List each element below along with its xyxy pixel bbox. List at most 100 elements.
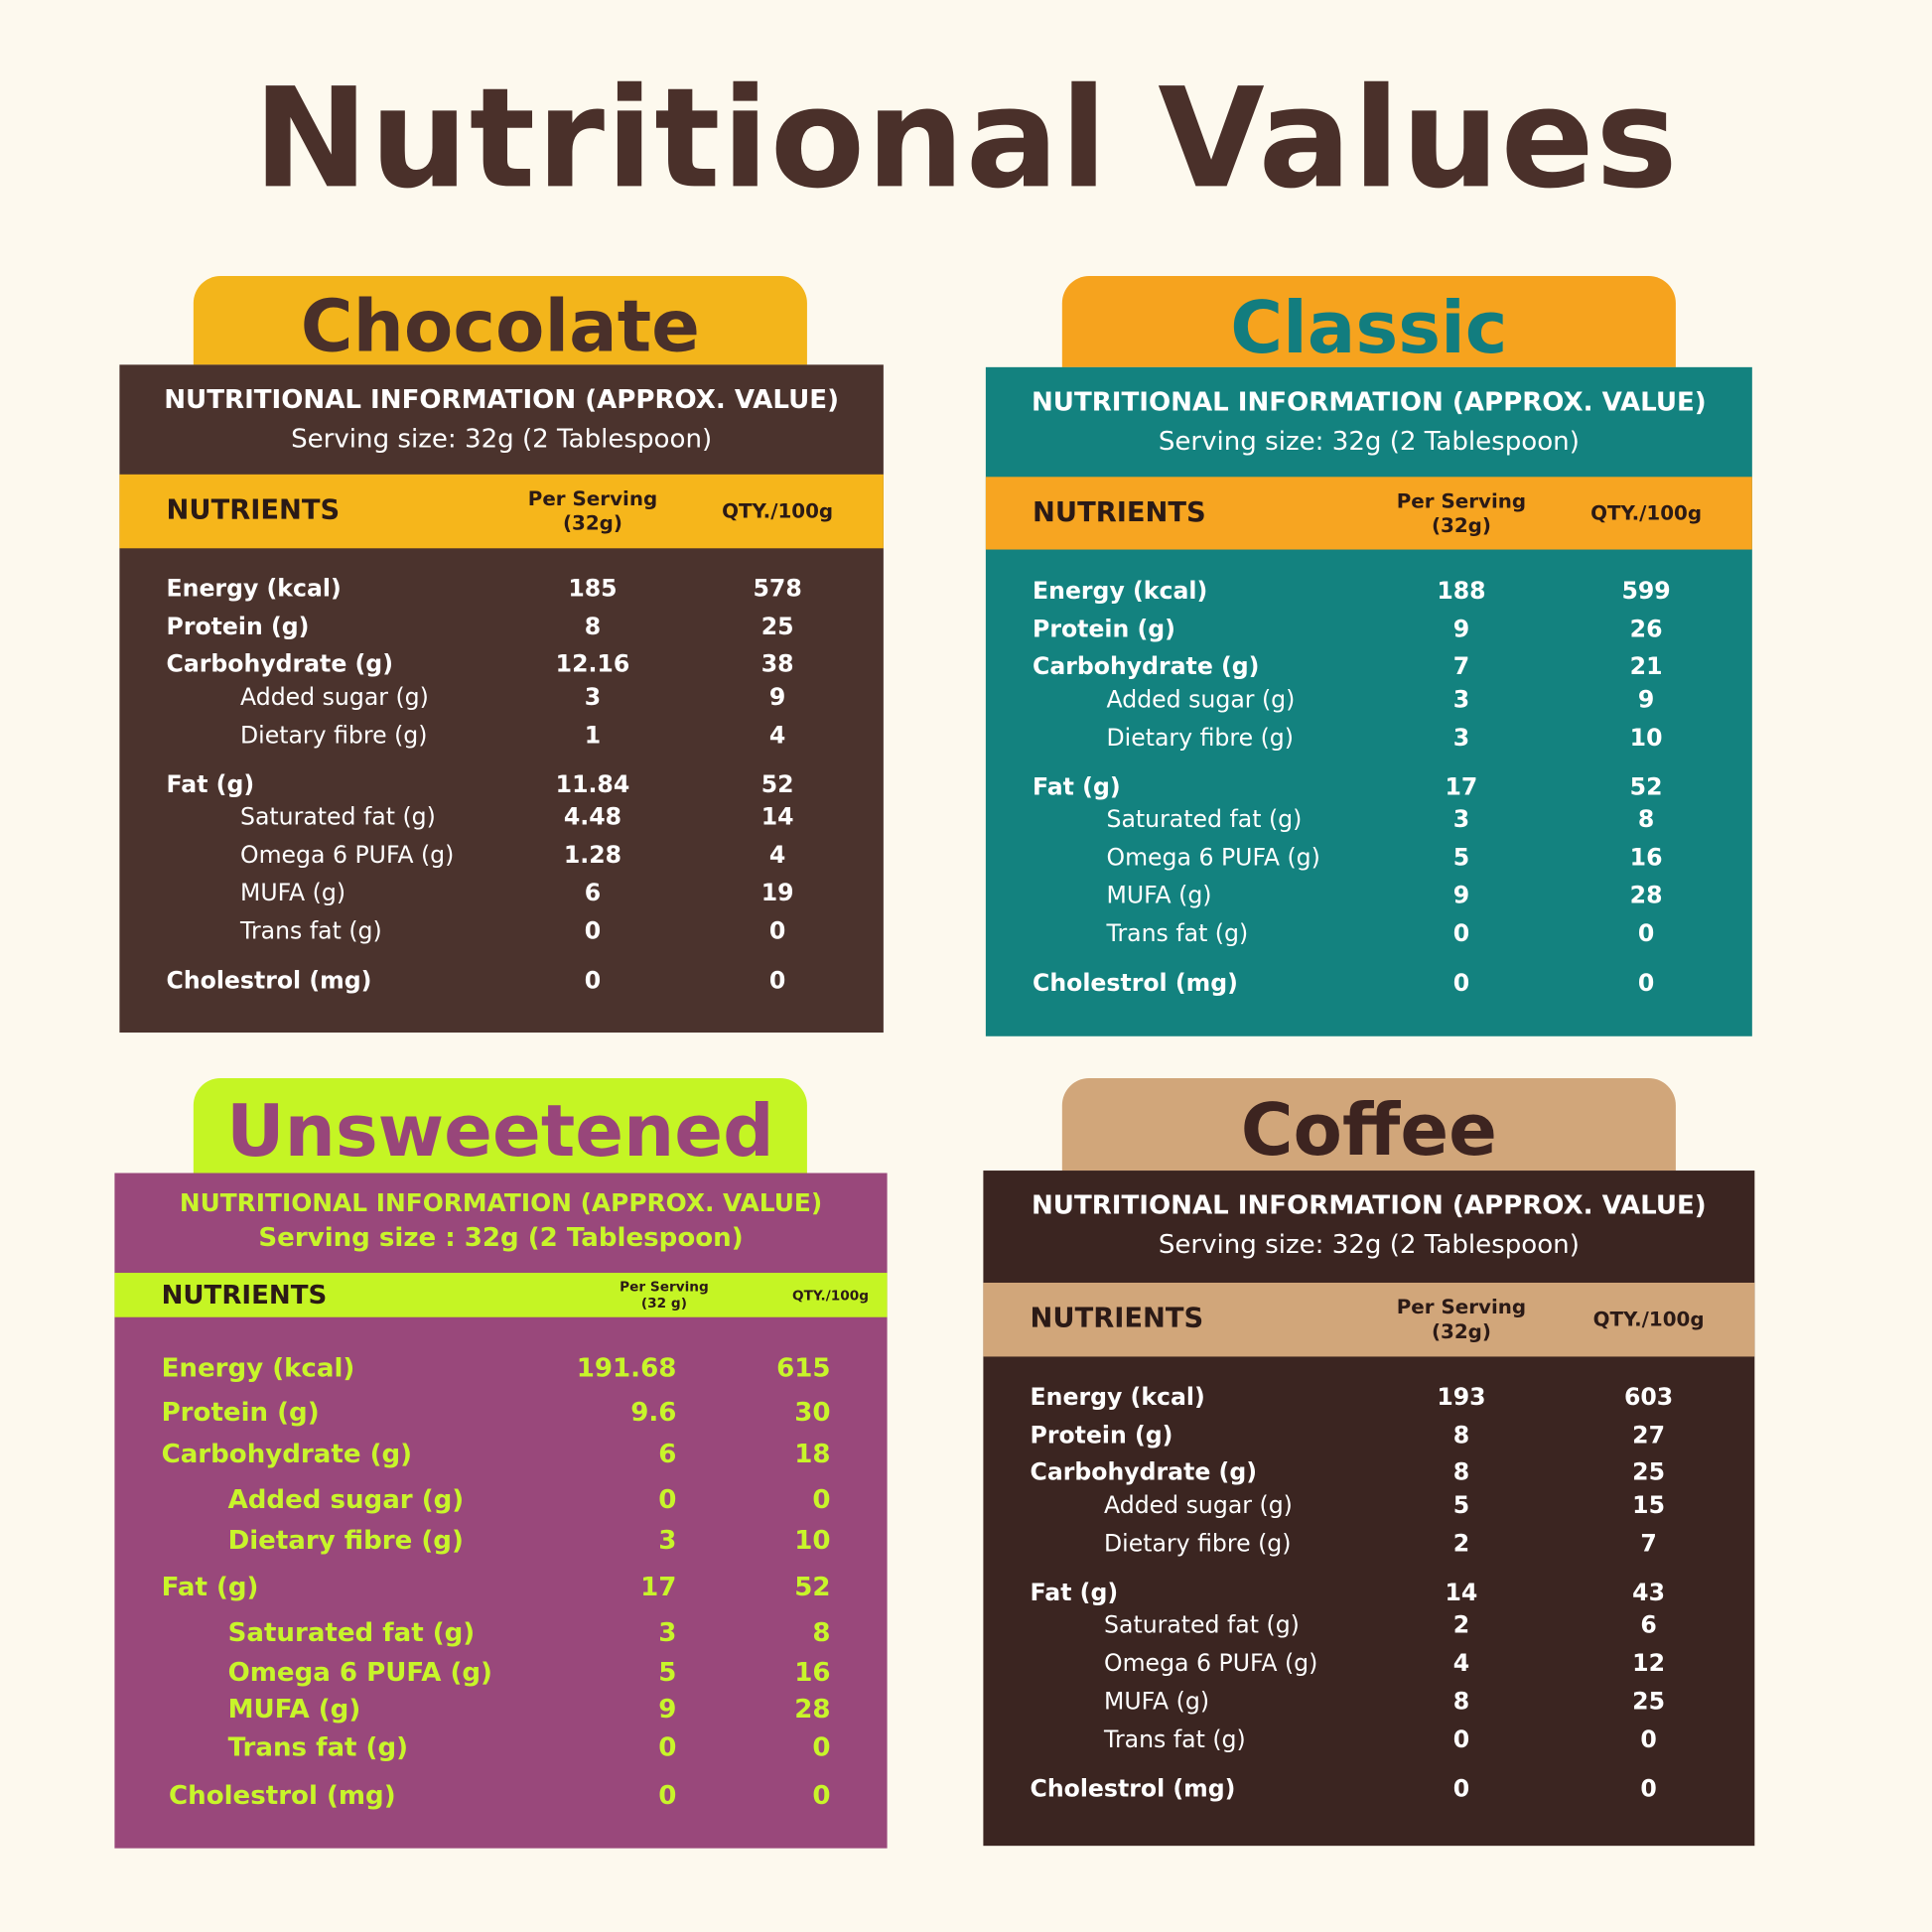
per-serving-value: 0 <box>1452 920 1470 948</box>
nutrient-row: Trans fat (g) 0 0 <box>983 1724 1754 1755</box>
serving-size: Serving size : 32g (2 Tablespoon) <box>258 1222 744 1252</box>
per-100g-value: 0 <box>768 917 786 945</box>
nutrient-label: Dietary fibre (g) <box>1106 724 1294 753</box>
nutrient-row: Cholestrol (mg) 0 0 <box>983 1773 1754 1805</box>
nutrient-row: Trans fat (g) 0 0 <box>986 918 1752 950</box>
per-serving-value: 185 <box>568 575 618 603</box>
per-serving-value: 2 <box>1452 1611 1470 1639</box>
per-100g-value: 52 <box>794 1572 831 1602</box>
per-serving-header: (32g) <box>562 511 622 535</box>
nutrient-label: Cholestrol (mg) <box>166 967 372 995</box>
nutrient-row: Protein (g) 9.6 30 <box>114 1396 887 1428</box>
nutrient-row: Trans fat (g) 0 0 <box>114 1731 887 1763</box>
per-serving-value: 3 <box>1452 686 1470 714</box>
header-title: NUTRITIONAL INFORMATION (APPROX. VALUE) <box>1031 386 1707 417</box>
nutrient-label: Cholestrol (mg) <box>169 1780 396 1811</box>
per-100g-value: 0 <box>812 1484 831 1515</box>
nutrient-row: Protein (g) 8 27 <box>983 1420 1754 1451</box>
nutrient-row: MUFA (g) 8 25 <box>983 1686 1754 1718</box>
per-100g-value: 599 <box>1621 578 1671 606</box>
per-100g-value: 603 <box>1623 1383 1674 1412</box>
nutrient-row: Fat (g) 14 43 <box>983 1578 1754 1609</box>
nutrient-label: Added sugar (g) <box>1104 1491 1293 1520</box>
nutrient-label: Saturated fat (g) <box>227 1617 476 1648</box>
panel-header: NUTRITIONAL INFORMATION (APPROX. VALUE) S… <box>114 1173 887 1274</box>
nutrient-label: Trans fat (g) <box>240 917 382 945</box>
per-serving-value: 0 <box>658 1484 677 1515</box>
nutrient-row: Omega 6 PUFA (g) 1.28 4 <box>119 839 883 871</box>
per-serving-value: 12.16 <box>555 650 630 678</box>
panel-table: NUTRITIONAL INFORMATION (APPROX. VALUE) S… <box>119 364 884 1034</box>
per-serving-value: 193 <box>1437 1383 1486 1412</box>
per-serving-header: Per Serving <box>1396 488 1527 512</box>
nutrient-row: Dietary fibre (g) 3 10 <box>114 1524 887 1556</box>
per-serving-value: 5 <box>1452 1491 1470 1520</box>
header-title: NUTRITIONAL INFORMATION (APPROX. VALUE) <box>1031 1189 1707 1220</box>
per-serving-value: 17 <box>640 1572 677 1602</box>
per-100g-value: 15 <box>1632 1491 1665 1520</box>
panel-tab: Chocolate <box>193 276 807 368</box>
per-serving-value: 9 <box>1452 882 1470 909</box>
nutrient-label: MUFA (g) <box>240 880 346 907</box>
per-100g-value: 25 <box>1632 1688 1665 1716</box>
per-serving-value: 8 <box>1452 1422 1470 1449</box>
per-serving-value: 0 <box>658 1731 677 1762</box>
per-100g-value: 52 <box>760 770 794 799</box>
nutrient-row: Protein (g) 8 25 <box>119 612 883 643</box>
per-100g-value: 21 <box>1629 652 1663 681</box>
page-title: Nutritional Values <box>252 59 1680 219</box>
nutrient-label: Energy (kcal) <box>166 575 342 603</box>
nutrient-row: MUFA (g) 9 28 <box>114 1693 887 1725</box>
nutrient-row: Omega 6 PUFA (g) 5 16 <box>986 842 1752 874</box>
nutrients-header: NUTRIENTS <box>1033 496 1206 528</box>
per-serving-value: 6 <box>658 1439 677 1469</box>
per-100g-header: QTY./100g <box>722 498 834 523</box>
per-serving-value: 1 <box>584 722 602 750</box>
per-serving-value: 3 <box>1452 805 1470 833</box>
per-serving-value: 3 <box>1452 724 1470 753</box>
nutrient-row: MUFA (g) 6 19 <box>119 878 883 909</box>
nutrient-row: Carbohydrate (g) 12.16 38 <box>119 648 883 680</box>
nutrients-header: NUTRIENTS <box>166 494 341 526</box>
serving-size: Serving size: 32g (2 Tablespoon) <box>291 423 713 454</box>
column-header-bar: NUTRIENTS Per Serving (32g) QTY./100g <box>983 1282 1755 1357</box>
nutrient-row: Saturated fat (g) 4.48 14 <box>119 801 883 833</box>
per-serving-value: 6 <box>584 880 602 907</box>
per-100g-value: 25 <box>1632 1458 1665 1486</box>
nutrient-row: Omega 6 PUFA (g) 5 16 <box>114 1656 887 1688</box>
panel-header: NUTRITIONAL INFORMATION (APPROX. VALUE) S… <box>983 1171 1754 1283</box>
per-100g-value: 38 <box>760 650 794 678</box>
nutrient-label: Saturated fat (g) <box>1106 805 1303 833</box>
per-100g-value: 0 <box>1637 920 1655 948</box>
per-100g-value: 18 <box>794 1439 831 1469</box>
per-100g-value: 16 <box>794 1657 831 1688</box>
nutrient-row: Carbohydrate (g) 7 21 <box>986 650 1752 682</box>
nutrient-label: Energy (kcal) <box>1030 1383 1205 1412</box>
per-serving-value: 3 <box>658 1525 677 1556</box>
panel-tab: Unsweetened <box>193 1077 807 1173</box>
per-serving-value: 0 <box>1452 1775 1470 1803</box>
nutrient-label: Saturated fat (g) <box>1104 1611 1300 1639</box>
nutrient-label: Dietary fibre (g) <box>240 722 428 750</box>
per-serving-value: 0 <box>584 917 602 945</box>
serving-size: Serving size: 32g (2 Tablespoon) <box>1158 1229 1580 1260</box>
nutrient-row: Trans fat (g) 0 0 <box>119 915 883 947</box>
column-header-bar: NUTRIENTS Per Serving (32 g) QTY./100g <box>114 1273 888 1317</box>
nutrient-label: Dietary fibre (g) <box>1104 1530 1292 1558</box>
nutrient-label: Protein (g) <box>1030 1422 1173 1449</box>
nutrient-row: Fat (g) 11.84 52 <box>119 768 883 800</box>
per-100g-value: 9 <box>1637 686 1655 714</box>
per-serving-value: 14 <box>1445 1580 1478 1607</box>
nutrient-row: Saturated fat (g) 3 8 <box>114 1616 887 1648</box>
nutrient-row: Saturated fat (g) 2 6 <box>983 1609 1754 1641</box>
nutrient-label: MUFA (g) <box>227 1694 361 1725</box>
nutrient-label: Fat (g) <box>166 770 255 799</box>
per-100g-value: 9 <box>768 683 786 712</box>
nutrient-label: Carbohydrate (g) <box>166 650 393 678</box>
per-100g-value: 578 <box>753 575 802 603</box>
nutrient-label: Carbohydrate (g) <box>1033 652 1260 681</box>
nutrient-label: MUFA (g) <box>1104 1688 1210 1716</box>
nutrient-label: Added sugar (g) <box>227 1484 465 1515</box>
nutrient-row: Saturated fat (g) 3 8 <box>986 803 1752 835</box>
